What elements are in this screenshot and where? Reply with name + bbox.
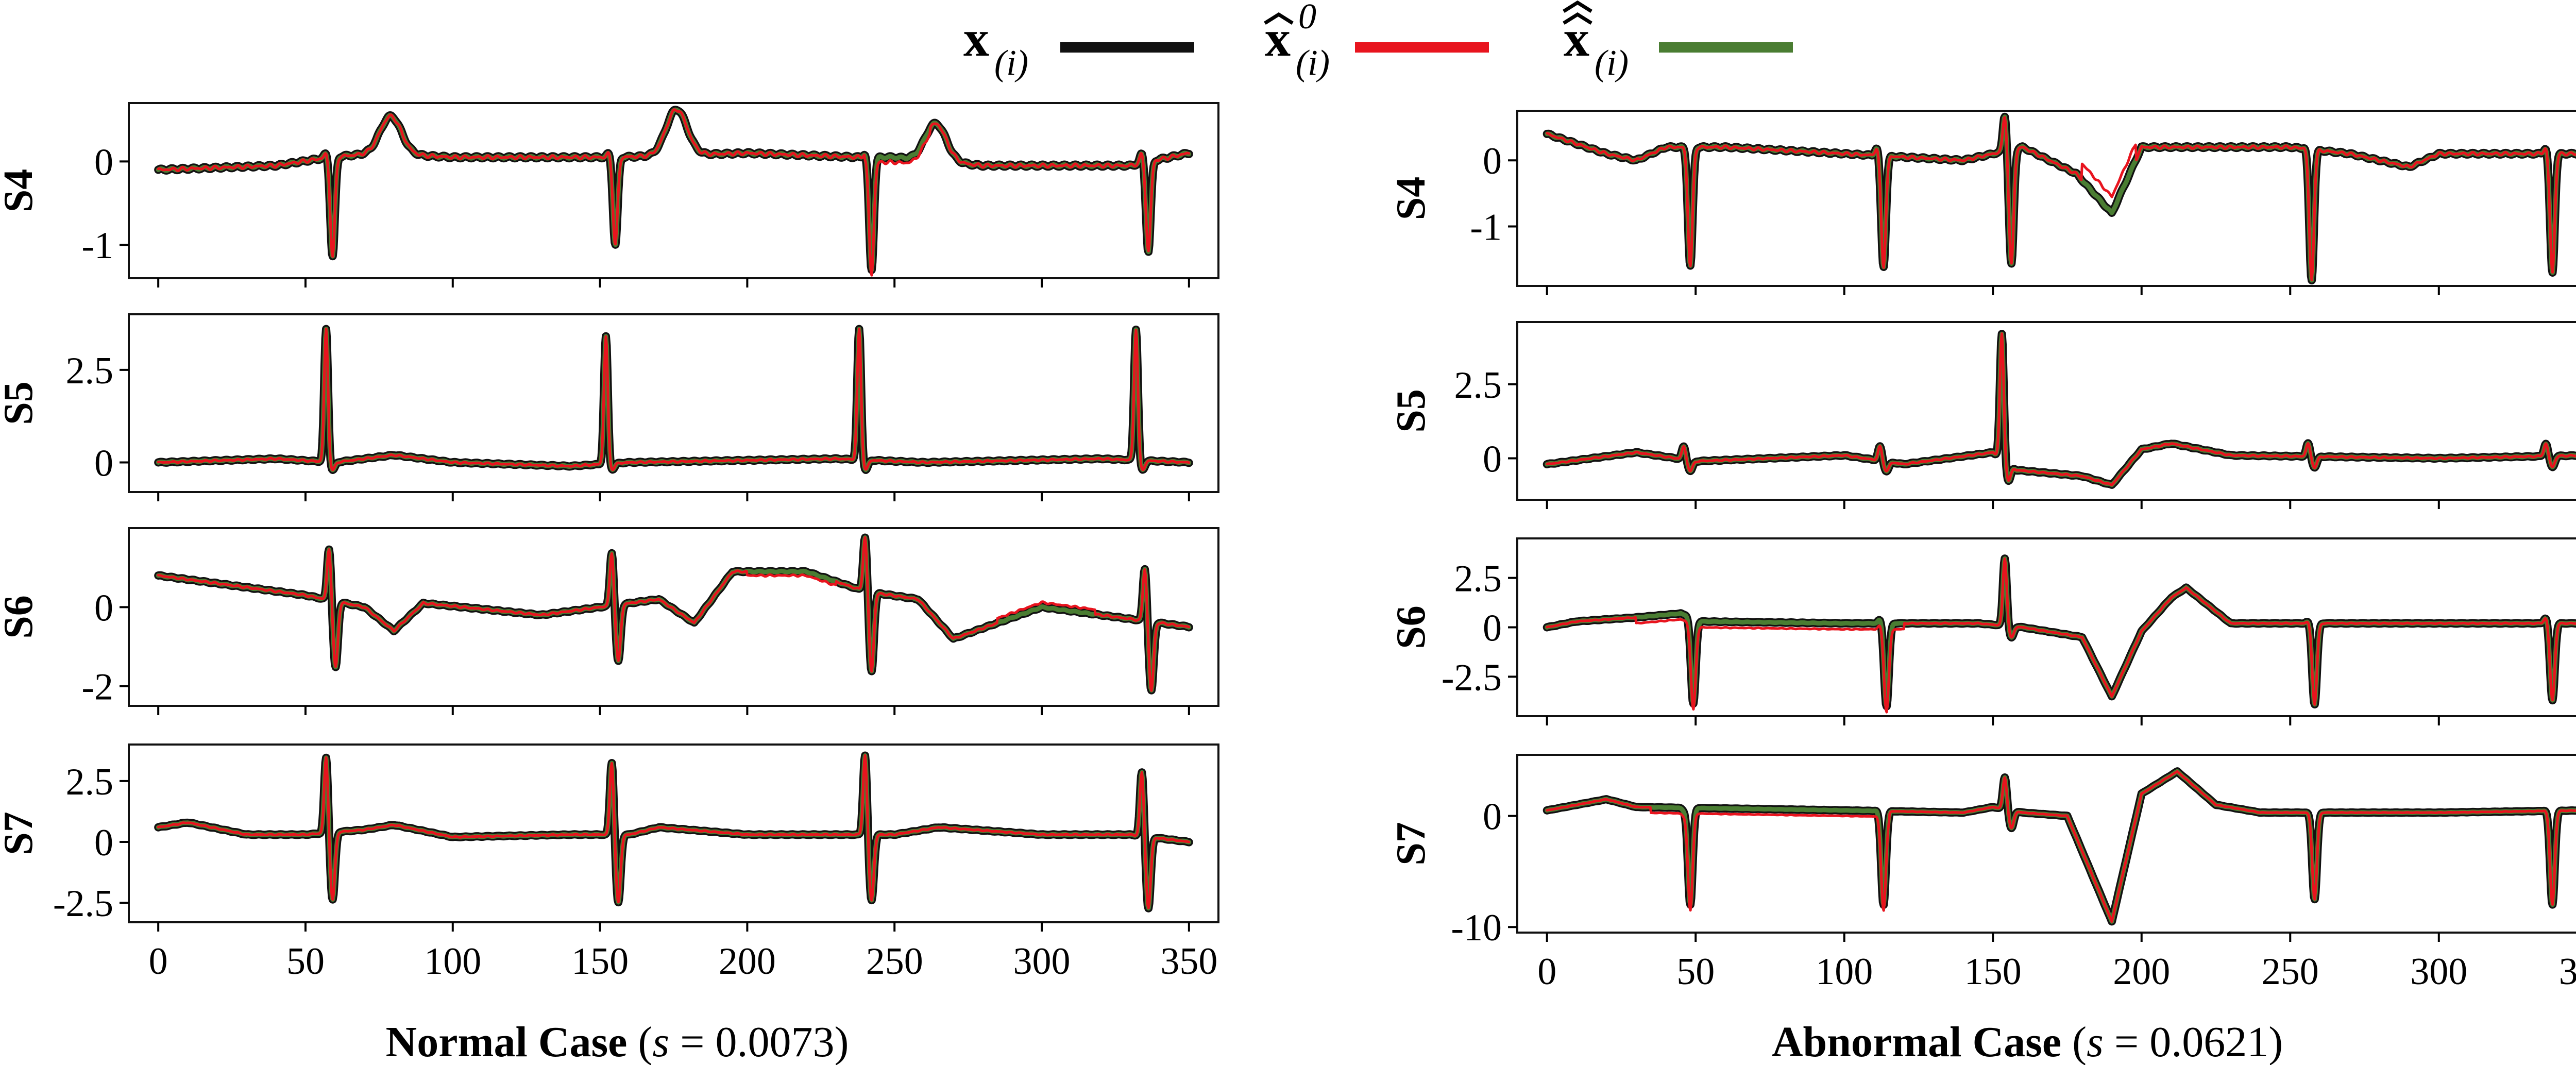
y-tick-label: -10 [1451, 907, 1502, 949]
series-line-xhat [1545, 769, 2576, 924]
x-tick-label: 150 [571, 940, 629, 983]
x-tick-label: 0 [1537, 951, 1556, 993]
x-tick-label: 200 [719, 940, 776, 983]
y-tick-label: -2 [81, 666, 113, 708]
legend-symbol-x: x [963, 10, 989, 67]
series-line-x [154, 533, 1193, 695]
y-axis-label: S7 [0, 812, 41, 855]
y-axis-label: S4 [0, 169, 41, 213]
y-tick-label: -1 [81, 225, 113, 267]
x-tick-label: 100 [424, 940, 481, 983]
plot-frame [128, 313, 1219, 493]
series-line-x [1543, 112, 2576, 284]
legend-hat-x0 [1264, 12, 1294, 25]
caption-normal: Normal Case (s = 0.0073) [386, 1018, 849, 1065]
plot-frame [128, 743, 1219, 923]
series-line-x [1543, 767, 2576, 926]
panel-normal-s5: 2.5 0 S5 [0, 313, 1219, 501]
y-tick-label: 0 [94, 141, 113, 183]
legend: x (i) x 0 (i) x (i) [963, 0, 1793, 83]
legend-sub-x: (i) [994, 43, 1028, 83]
panel-normal-s6: 0 -2 S6 [0, 527, 1219, 715]
caption-abnormal: Abnormal Case (s = 0.0621) [1772, 1018, 2283, 1065]
y-tick-label: 0 [1483, 438, 1502, 481]
y-axis-label: S7 [1388, 822, 1434, 866]
panel-abnormal-s6: 2.5 0 -2.5S6 [1388, 537, 2576, 725]
y-axis-label: S4 [1388, 177, 1434, 221]
series-line-x [154, 325, 1193, 474]
series-line-x0 [157, 327, 1191, 471]
y-tick-label: 2.5 [66, 350, 114, 392]
series-line-x0 [157, 108, 1191, 277]
series-line-xhat [1545, 114, 2576, 283]
y-tick-label: 0 [94, 443, 113, 485]
y-tick-label: 0 [1483, 140, 1502, 182]
caption-normal-open: ( [627, 1018, 652, 1065]
panels: 0 -1 S4 2.5 0 S5 0 -2 S6 2.5 0 -2.5 0 50 100 150 200 250 3… [0, 102, 2576, 993]
y-tick-label: 2.5 [1454, 558, 1502, 600]
series-line-x0 [157, 536, 1191, 692]
x-tick-label: 350 [1160, 940, 1217, 983]
caption-abnormal-open: ( [2061, 1018, 2087, 1065]
y-tick-label: 0 [94, 587, 113, 629]
x-tick-label: 150 [1964, 951, 2022, 993]
plot-frame [128, 527, 1219, 707]
plot-frame [1516, 321, 2576, 501]
y-tick-label: -2.5 [1442, 656, 1502, 699]
legend-item-x: x (i) [963, 10, 1194, 83]
panel-abnormal-s5: 2.5 0 S5 [1388, 321, 2576, 509]
y-axis-label: S6 [1388, 605, 1434, 649]
plot-frame [1516, 110, 2576, 287]
legend-sup-x0: 0 [1298, 0, 1316, 37]
caption-abnormal-var: s [2087, 1018, 2104, 1065]
panel-abnormal-s4: 0 -1 S4 [1388, 110, 2576, 295]
caption-abnormal-bold: Abnormal Case [1772, 1018, 2061, 1065]
y-tick-label: -2.5 [53, 883, 113, 925]
y-tick-label: 0 [1483, 607, 1502, 650]
y-tick-label: -1 [1470, 207, 1502, 249]
series-line-x0 [157, 754, 1191, 909]
legend-item-xhat: x (i) [1563, 0, 1793, 83]
panel-normal-s4: 0 -1 S4 [0, 102, 1219, 288]
y-axis-label: S5 [0, 381, 41, 425]
series-line-x [154, 106, 1193, 274]
x-tick-label: 100 [1816, 951, 1873, 993]
caption-normal-var: s [652, 1018, 669, 1065]
x-tick-label: 350 [2559, 951, 2576, 993]
y-tick-label: 2.5 [66, 761, 114, 803]
legend-item-x0: x 0 (i) [1264, 0, 1489, 83]
series-line-xhat [156, 107, 1192, 273]
series-line-x0 [1546, 332, 2576, 486]
series-line-xhat [156, 327, 1192, 472]
legend-sub-x0: (i) [1296, 43, 1330, 83]
x-tick-label: 250 [866, 940, 923, 983]
panel-abnormal-s7: 0 -10 0 50 100 150 200 250 300 350 S7 [1388, 754, 2576, 993]
x-tick-label: 300 [2410, 951, 2467, 993]
series-line-x0 [1546, 770, 2576, 923]
x-tick-label: 50 [286, 940, 325, 983]
series-line-x0 [1546, 116, 2576, 281]
y-tick-label: 2.5 [1454, 364, 1502, 407]
y-axis-label: S5 [1388, 389, 1434, 433]
panel-normal-s7: 2.5 0 -2.5 0 50 100 150 200 250 300 350 S7 [0, 743, 1219, 983]
y-axis-label: S6 [0, 595, 41, 639]
legend-sub-xhat: (i) [1595, 43, 1629, 83]
x-tick-label: 200 [2113, 951, 2170, 993]
plot-frame [128, 102, 1219, 279]
series-line-x0 [1546, 557, 2576, 714]
caption-abnormal-rest: = 0.0621) [2104, 1018, 2283, 1065]
legend-hat-xhat-1 [1563, 12, 1592, 25]
x-tick-label: 0 [149, 940, 168, 983]
caption-normal-bold: Normal Case [386, 1018, 628, 1065]
x-tick-label: 300 [1013, 940, 1071, 983]
x-tick-label: 250 [2262, 951, 2319, 993]
plot-frame [1516, 754, 2576, 934]
y-tick-label: 0 [1483, 796, 1502, 838]
caption-normal-rest: = 0.0073) [669, 1018, 849, 1065]
x-tick-label: 50 [1676, 951, 1715, 993]
legend-hat-xhat-2 [1563, 0, 1592, 13]
y-tick-label: 0 [94, 822, 113, 864]
